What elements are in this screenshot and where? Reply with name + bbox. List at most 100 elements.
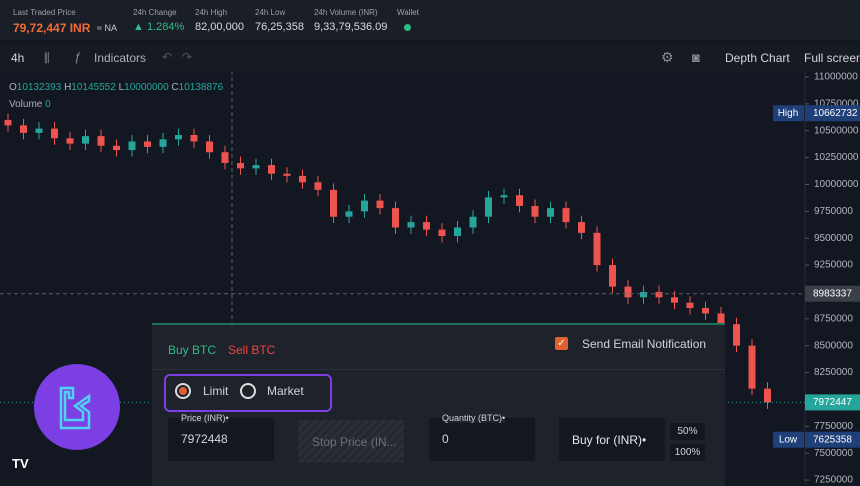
email-checkbox[interactable]: ✓ [555, 337, 568, 350]
candle-body [35, 128, 43, 133]
tv-logo: TV [12, 456, 29, 471]
stat-label: 24h Change [133, 8, 177, 17]
candle-body [82, 136, 89, 144]
candle-body [593, 232, 601, 266]
candle-body [423, 222, 430, 230]
approx-price: ≈ NA [97, 23, 117, 33]
volume-value: 0 [45, 99, 51, 110]
price-marker [805, 431, 860, 448]
candle-body [733, 324, 740, 346]
y-tick-label: 10750000 [814, 99, 859, 110]
y-tick-label: 7500000 [814, 448, 853, 459]
market-label: Market [267, 384, 304, 398]
candle-body [299, 175, 306, 183]
candle-body [531, 205, 539, 217]
price-marker-label: Low [779, 434, 798, 445]
stat-label: Last Traded Price [13, 8, 76, 17]
price-marker [805, 105, 860, 122]
candle-icon[interactable]: ⫼ [44, 51, 50, 65]
settings-icon[interactable]: ⚙ [661, 49, 674, 65]
candle-body [268, 165, 275, 174]
price-marker-tag [773, 105, 804, 122]
pct-100[interactable]: 100% [670, 444, 705, 461]
ohlc-value: 10000000 [124, 82, 169, 93]
y-tick-label: 10500000 [814, 125, 859, 136]
order-panel: Buy BTC Sell BTC ✓ Send Email Notificati… [152, 323, 725, 486]
candle-body [454, 227, 461, 237]
candle-body [686, 302, 694, 309]
fx-icon: ƒ [74, 50, 81, 64]
candle-body [516, 195, 523, 206]
candle-body [376, 200, 384, 209]
y-tick-label: 7250000 [814, 475, 853, 484]
candle-body [671, 297, 678, 303]
candle-body [330, 189, 337, 217]
fullscreen[interactable]: Full screen [804, 51, 860, 65]
candle-body [392, 208, 399, 228]
buy-tab[interactable]: Buy BTC [168, 343, 217, 357]
candle-body [469, 216, 477, 228]
candle-body [578, 222, 585, 233]
candle-body [4, 119, 12, 126]
sell-tab[interactable]: Sell BTC [228, 343, 276, 357]
ticker-bar: Last Traded Price 79,72,447 INR ≈ NA 24h… [0, 0, 860, 40]
qty-input[interactable]: Quantity (BTC)• 0 [429, 413, 535, 461]
undo[interactable]: ↶ ↷ [162, 50, 193, 64]
camera-icon[interactable]: ◙ [692, 50, 700, 65]
type-highlight [164, 374, 332, 412]
wallet-status [404, 24, 411, 31]
candle-body [640, 291, 647, 298]
price-marker [805, 394, 860, 411]
candle-body [748, 345, 756, 389]
stat-value: ▲ 1.284% [133, 21, 185, 33]
candle-body [20, 125, 27, 133]
candle-body [97, 136, 105, 146]
indicators[interactable]: Indicators [94, 51, 147, 65]
price-marker-value: 10662732 [813, 108, 858, 119]
stat-label: 24h Low [255, 8, 286, 17]
radio-market[interactable] [240, 383, 256, 399]
y-tick-label: 10000000 [814, 179, 859, 190]
stat-label: 24h Volume (INR) [314, 8, 378, 17]
ohlc-value: 10132393 [16, 82, 62, 93]
candle-body [159, 139, 167, 147]
qty-label: Quantity (BTC)• [442, 413, 506, 423]
logo [34, 364, 120, 450]
last-price: 79,72,447 INR [13, 21, 91, 35]
y-tick-label: 9750000 [814, 206, 853, 217]
candle-body [314, 182, 322, 190]
price-marker-value: 8983337 [813, 288, 852, 299]
depth-chart[interactable]: Depth Chart [725, 51, 790, 65]
candle-body [283, 173, 291, 176]
y-tick-label: 9250000 [814, 260, 853, 271]
candle-body [190, 135, 198, 142]
candle-body [237, 162, 244, 169]
ohlc-value: 10138876 [178, 82, 224, 93]
y-tick-label: 9500000 [814, 233, 853, 244]
y-tick-label: 8500000 [814, 340, 853, 351]
price-label: Price (INR)• [181, 413, 229, 423]
candle-body [547, 208, 554, 217]
candle-body [221, 152, 229, 163]
candle-body [175, 135, 182, 140]
candle-body [407, 222, 415, 228]
candle-body [128, 141, 136, 151]
radio-limit[interactable] [175, 383, 191, 399]
pct-50[interactable]: 50% [670, 423, 705, 440]
price-input[interactable]: Price (INR)• 7972448 [168, 413, 274, 461]
price-marker-value: 7625358 [813, 434, 852, 445]
change: 1.284% [146, 21, 185, 33]
candle-body [206, 141, 213, 153]
ohlc-key: C [171, 82, 179, 93]
ohlc-key: O [9, 82, 17, 93]
candle-body [655, 291, 663, 298]
interval[interactable]: 4h [11, 51, 25, 65]
candle-body [500, 195, 508, 198]
buy-button[interactable]: Buy for (INR)• [559, 418, 665, 461]
candle-body [438, 229, 446, 237]
ohlc-legend: O10132393 H10145552 L10000000 C10138876 [9, 82, 223, 93]
price-marker [805, 285, 860, 302]
candle-body [485, 197, 492, 217]
y-tick-label: 7750000 [814, 421, 853, 432]
price-marker-tag [773, 431, 804, 448]
